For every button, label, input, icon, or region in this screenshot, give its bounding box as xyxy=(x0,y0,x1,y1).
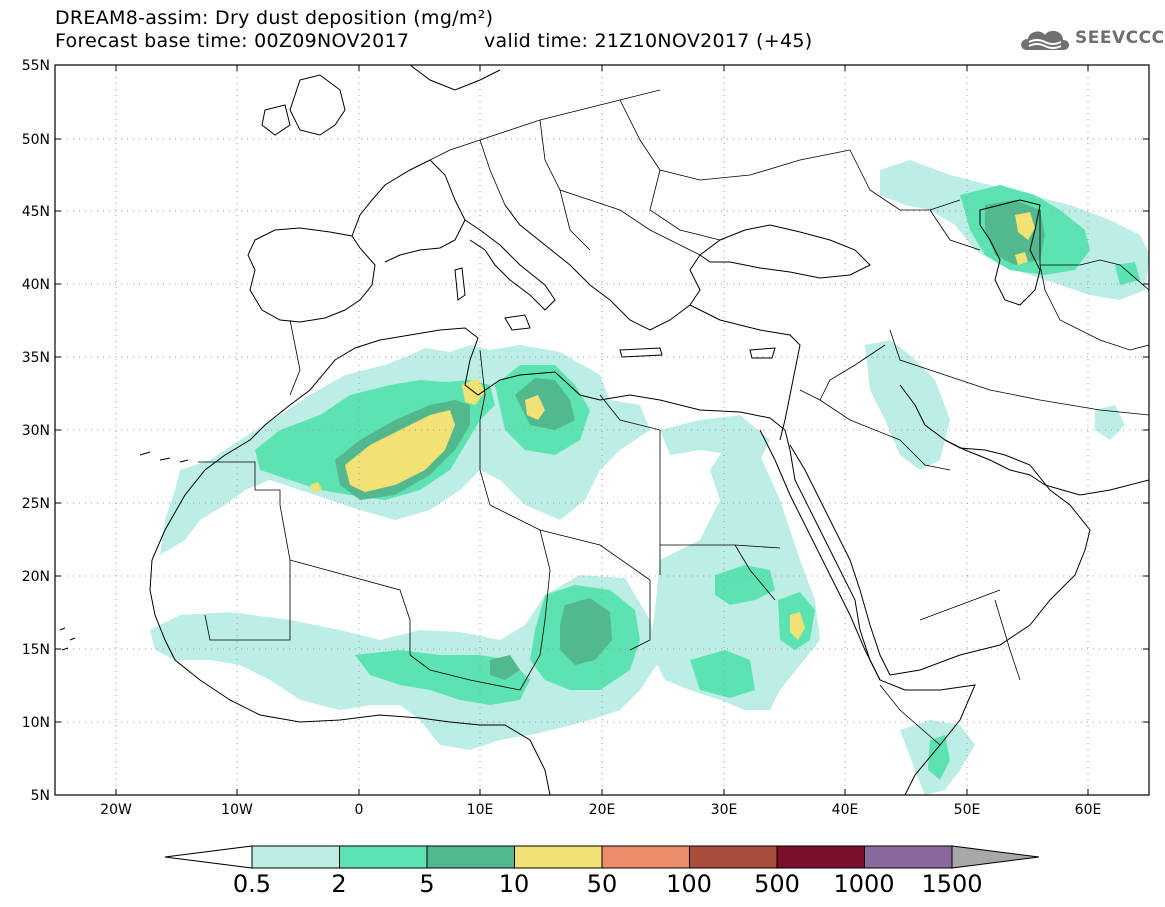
lat-label: 55N xyxy=(22,58,50,74)
coast-sicily xyxy=(504,314,531,331)
lat-label: 10N xyxy=(22,715,50,731)
country-borders xyxy=(198,89,1149,746)
coast-sardinia xyxy=(454,267,466,301)
lon-label: 60E xyxy=(1075,802,1102,818)
lat-label: 30N xyxy=(22,423,50,439)
lon-label: 10E xyxy=(467,802,494,818)
dust-band-sudan-2b xyxy=(690,650,755,698)
coast-caspian xyxy=(979,199,1041,306)
colorbar: 0.5 2 5 10 50 100 500 1000 1500 xyxy=(164,845,1040,898)
colorbar-label: 0.5 xyxy=(233,870,271,898)
coast-scandinavia xyxy=(409,65,501,91)
longitude-labels: 20W 10W 0 10E 20E 30E 40E 50E 60E xyxy=(100,802,1101,818)
coast-cape-verde xyxy=(59,627,76,651)
dust-peak-morocco xyxy=(310,482,322,493)
lat-label: 40N xyxy=(22,277,50,293)
dust-region-iraq xyxy=(865,340,950,470)
colorbar-box xyxy=(864,845,953,869)
colorbar-label: 10 xyxy=(499,870,530,898)
seevccc-logo: SEEVCCC xyxy=(1017,22,1164,58)
colorbar-box xyxy=(689,845,778,869)
lon-label: 10W xyxy=(221,802,253,818)
dust-band-sahel-2 xyxy=(355,650,530,705)
coast-ireland xyxy=(261,104,291,136)
graticule xyxy=(55,65,1149,795)
colorbar-label: 1500 xyxy=(921,870,982,898)
lon-label: 20E xyxy=(589,802,616,818)
axis-ticks xyxy=(55,64,1149,796)
colorbar-boxes xyxy=(251,845,953,869)
colorbar-box xyxy=(514,845,603,869)
colorbar-box xyxy=(251,845,340,869)
lat-label: 5N xyxy=(31,788,50,804)
dust-peak-ethiopia xyxy=(790,612,805,640)
colorbar-labels: 0.5 2 5 10 50 100 500 1000 1500 xyxy=(233,870,983,898)
lat-label: 50N xyxy=(22,132,50,148)
coast-red-sea-east xyxy=(789,444,891,676)
colorbar-label: 100 xyxy=(666,870,712,898)
coast-italy xyxy=(464,219,556,311)
colorbar-box xyxy=(426,845,515,869)
dust-peak-caspian-south xyxy=(1015,252,1028,265)
dust-region-arabia-small xyxy=(1095,405,1125,440)
lat-label: 20N xyxy=(22,569,50,585)
dust-deposition-fields xyxy=(150,160,1149,795)
dust-peak-caspian xyxy=(1015,212,1035,240)
coastlines xyxy=(59,65,1149,795)
dust-band-caspian-east xyxy=(1115,262,1140,285)
colorbar-label: 2 xyxy=(331,870,346,898)
colorbar-label: 50 xyxy=(587,870,618,898)
colorbar-label: 500 xyxy=(754,870,800,898)
colorbar-box xyxy=(601,845,690,869)
lat-label: 35N xyxy=(22,350,50,366)
coast-iran xyxy=(1044,479,1149,496)
colorbar-box xyxy=(776,845,865,869)
colorbar-under-arrow xyxy=(164,845,253,869)
latitude-labels: 55N 50N 45N 40N 35N 30N 25N 20N 15N 10N … xyxy=(22,58,50,804)
colorbar-over-arrow xyxy=(951,845,1040,869)
coast-iberia xyxy=(247,227,376,323)
forecast-base-time: Forecast base time: 00Z09NOV2017 xyxy=(55,30,410,52)
coast-france xyxy=(351,159,466,263)
dust-band-sudan-2a xyxy=(715,565,775,605)
map-title: DREAM8-assim: Dry dust deposition (mg/m²… xyxy=(55,7,494,29)
dust-core-niger-5 xyxy=(490,655,520,680)
dust-band-somalia-2 xyxy=(928,735,950,780)
colorbar-box xyxy=(339,845,428,869)
coast-uk xyxy=(289,74,346,136)
lon-label: 40E xyxy=(832,802,859,818)
dust-region-egypt xyxy=(660,415,770,460)
lon-label: 20W xyxy=(100,802,132,818)
lon-label: 50E xyxy=(954,802,981,818)
coast-persian-gulf xyxy=(944,439,1046,486)
dust-core-libya-5 xyxy=(515,378,575,430)
colorbar-label: 1000 xyxy=(833,870,894,898)
coast-black-sea xyxy=(699,224,871,279)
coast-crete xyxy=(619,347,663,358)
colorbar-label: 5 xyxy=(419,870,434,898)
lon-label: 30E xyxy=(711,802,738,818)
logo-text: SEEVCCC xyxy=(1075,28,1165,48)
valid-time: valid time: 21Z10NOV2017 (+45) xyxy=(484,30,813,52)
dust-core-chad-5 xyxy=(560,598,612,665)
cloud-logo-icon xyxy=(1021,30,1069,50)
lat-label: 45N xyxy=(22,204,50,220)
coast-cyprus xyxy=(749,347,776,359)
coast-canaries xyxy=(139,451,189,463)
lon-label: 0 xyxy=(355,802,364,818)
lat-label: 15N xyxy=(22,642,50,658)
coast-red-sea-west xyxy=(759,429,881,681)
coast-balkans xyxy=(504,204,701,331)
lat-label: 25N xyxy=(22,496,50,512)
dust-peak-libya xyxy=(525,395,545,420)
coast-turkey-med xyxy=(689,304,801,441)
